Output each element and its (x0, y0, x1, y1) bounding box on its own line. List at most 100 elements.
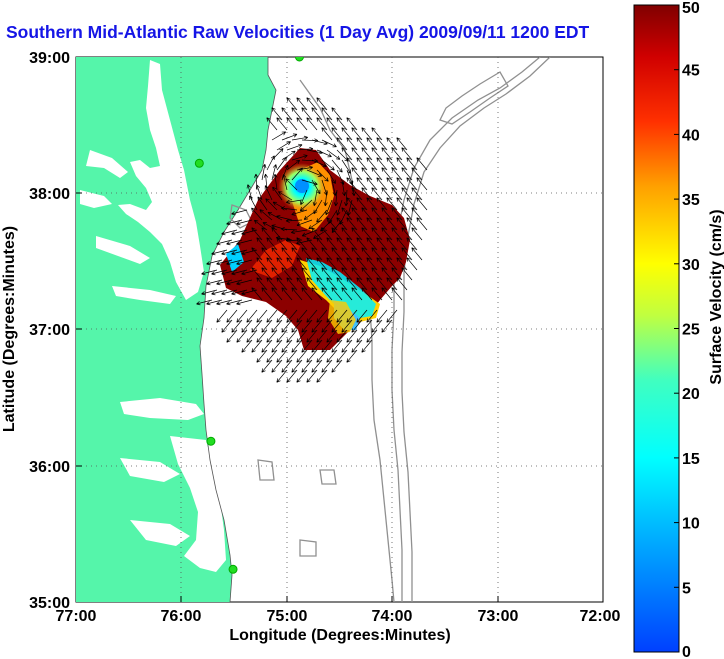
velocity-arrow (351, 127, 363, 141)
velocity-arrow (311, 287, 323, 301)
velocity-arrow (416, 157, 428, 171)
velocity-arrow (236, 279, 253, 286)
velocity-arrow (221, 269, 238, 276)
velocity-arrow (286, 257, 298, 271)
velocity-arrow (211, 269, 228, 276)
velocity-arrow (221, 289, 238, 296)
velocity-arrow (206, 279, 223, 286)
velocity-arrow (257, 196, 268, 211)
velocity-arrow (346, 349, 358, 363)
velocity-arrow (285, 178, 298, 191)
colorbar-tick-label: 10 (682, 516, 700, 533)
velocity-arrow (331, 127, 343, 141)
colorbar-label: Surface Velocity (cm/s) (708, 209, 724, 384)
velocity-arrow (286, 277, 298, 291)
velocity-arrow (376, 197, 388, 211)
velocity-arrow (346, 217, 358, 231)
velocity-arrow (406, 177, 418, 191)
velocity-arrow (331, 159, 343, 173)
colorbar-tick-label: 0 (682, 644, 691, 659)
x-tick-label: 74:00 (372, 608, 413, 625)
velocity-arrow (336, 257, 348, 271)
velocity-arrow (261, 267, 273, 281)
velocity-arrow (221, 319, 233, 333)
velocity-arrow (411, 167, 423, 181)
velocity-arrow (331, 287, 343, 301)
velocity-arrow (221, 249, 238, 256)
velocity-arrow (201, 289, 218, 296)
velocity-arrow (226, 299, 243, 306)
velocity-arrow (291, 135, 308, 141)
velocity-arrow (301, 319, 313, 333)
velocity-arrow (311, 227, 323, 241)
velocity-arrow (401, 187, 413, 201)
velocity-arrow (321, 227, 333, 241)
velocity-arrow (236, 329, 248, 343)
velocity-arrow (346, 177, 358, 191)
velocity-arrow (296, 349, 308, 363)
velocity-arrow (321, 107, 333, 121)
x-axis-label: Longitude (Degrees:Minutes) (229, 627, 450, 644)
velocity-arrow (271, 247, 283, 261)
velocity-arrow (271, 287, 283, 301)
velocity-arrow (261, 247, 273, 261)
velocity-arrow (286, 309, 298, 323)
velocity-arrow (386, 197, 398, 211)
velocity-arrow (311, 247, 323, 261)
velocity-arrow (226, 279, 243, 286)
velocity-arrow (381, 247, 393, 261)
velocity-arrow (336, 217, 348, 231)
velocity-arrow (296, 165, 313, 171)
velocity-arrow (386, 237, 398, 251)
colorbar-tick-label: 25 (682, 322, 700, 339)
velocity-arrow (276, 141, 291, 151)
velocity-arrow (366, 217, 378, 231)
velocity-arrow (301, 107, 313, 121)
velocity-arrow (296, 277, 308, 291)
velocity-arrow (351, 247, 363, 261)
velocity-arrow (356, 137, 368, 151)
y-tick-label: 39:00 (29, 50, 70, 67)
velocity-arrow (336, 137, 348, 151)
velocity-arrow (386, 137, 398, 151)
velocity-arrow (376, 237, 388, 251)
velocity-arrow (341, 247, 353, 261)
velocity-arrow (285, 218, 303, 223)
velocity-arrow (366, 157, 378, 171)
velocity-arrow (341, 227, 353, 241)
velocity-arrow (316, 369, 328, 383)
velocity-arrow (336, 329, 348, 343)
velocity-arrow (356, 309, 368, 323)
velocity-arrow (231, 209, 248, 216)
radar-station-marker (228, 564, 238, 574)
velocity-arrow (381, 187, 393, 201)
velocity-arrow (336, 349, 348, 363)
velocity-arrow (356, 237, 368, 251)
velocity-arrow (381, 267, 393, 281)
velocity-arrow (346, 197, 358, 211)
velocity-arrow (281, 133, 298, 141)
velocity-arrow (271, 267, 283, 281)
velocity-arrow (256, 329, 268, 343)
velocity-arrow (266, 237, 278, 251)
velocity-arrow (280, 227, 298, 232)
velocity-arrow (236, 309, 248, 323)
velocity-arrow (256, 309, 268, 323)
velocity-arrow (271, 339, 283, 353)
velocity-arrow (282, 174, 288, 191)
velocity-arrow (351, 147, 363, 161)
velocity-arrow (221, 229, 238, 236)
velocity-arrow (249, 195, 258, 211)
velocity-arrow (361, 319, 373, 333)
velocity-arrow (391, 207, 403, 221)
velocity-arrow (321, 339, 333, 353)
velocity-arrow (216, 309, 228, 323)
velocity-arrow (306, 117, 318, 131)
velocity-arrow (376, 277, 388, 291)
velocity-arrow (386, 277, 398, 291)
velocity-arrow (351, 207, 363, 221)
chart-title: Southern Mid-Atlantic Raw Velocities (1 … (6, 22, 590, 42)
velocity-arrow (291, 287, 303, 301)
velocity-arrow (331, 179, 337, 196)
velocity-arrow (331, 227, 343, 241)
